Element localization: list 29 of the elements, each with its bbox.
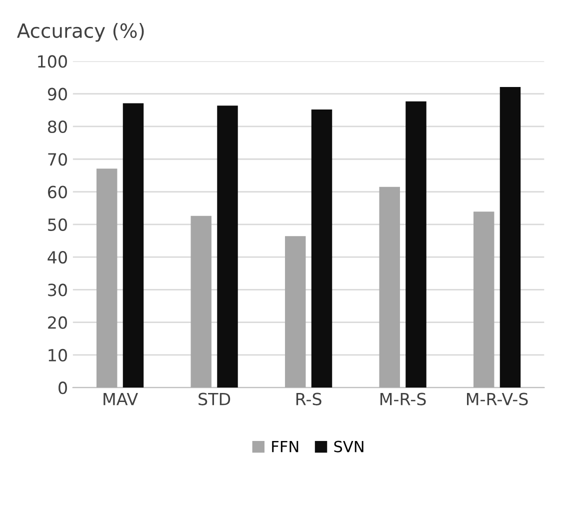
bar (284, 236, 306, 388)
x-tick-label: MAV (104, 392, 138, 406)
bar (190, 216, 212, 388)
bar (96, 168, 118, 388)
bar (311, 110, 332, 388)
y-tick-label: 60 (48, 186, 67, 198)
legend-label: FFN (272, 440, 298, 452)
y-tick-label: 30 (48, 284, 67, 296)
x-tick-label: M-R-V-S (467, 392, 528, 406)
x-tick-label: R-S (296, 392, 322, 406)
y-tick-label: 50 (48, 218, 67, 231)
y-tick-label: 90 (48, 88, 67, 100)
x-tick-label: STD (198, 392, 230, 406)
bar (406, 101, 426, 388)
bar (473, 212, 494, 388)
y-axis-title: Accuracy (%) (16, 22, 144, 42)
x-tick-label: M-R-S (380, 392, 426, 406)
bar (500, 86, 521, 388)
bar (379, 186, 400, 388)
y-tick-label: 70 (48, 153, 67, 166)
y-tick-label: 80 (48, 120, 67, 134)
y-tick-label: 100 (38, 55, 67, 68)
bar (217, 106, 238, 388)
y-tick-label: 40 (48, 251, 67, 264)
legend-label: SVN (334, 440, 364, 452)
y-tick-label: 0 (58, 382, 67, 394)
y-tick-label: 10 (48, 348, 67, 362)
bar (122, 103, 144, 388)
y-tick-label: 20 (48, 316, 67, 329)
